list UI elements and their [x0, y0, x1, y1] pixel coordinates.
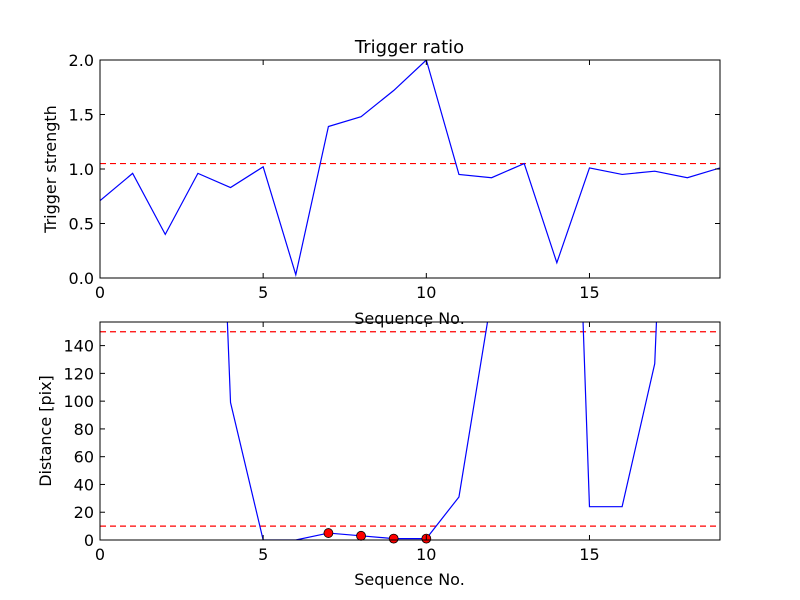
x-tick-label: 0: [95, 283, 105, 302]
plot-content: [100, 60, 720, 278]
y-tick-label: 1.0: [69, 160, 94, 179]
x-tick-label: 10: [416, 283, 436, 302]
plot-area-top: 0 5 10 15 0.0 0.5 1.0 1.5 2.0: [69, 51, 721, 302]
y-tick-label: 120: [63, 364, 94, 383]
y-tick-label: 0: [84, 531, 94, 550]
data-marker: [323, 528, 334, 538]
y-tick-label: 140: [63, 337, 94, 356]
subplot-distance: 0 5 10 15 0 20 40 60 80 100 120 140 Sequence No. Di…: [36, 321, 721, 589]
y-axis-label-top: Trigger strength: [41, 105, 60, 234]
x-tick-label: 5: [258, 545, 268, 564]
y-tick-label: 60: [74, 448, 94, 467]
data-marker: [356, 530, 366, 541]
series-line: [100, 60, 720, 278]
x-axis-label-bottom: Sequence No.: [354, 570, 465, 589]
y-tick-label: 0.5: [69, 215, 94, 234]
x-tick-label: 0: [95, 545, 105, 564]
y-axis-label-bottom: Distance [pix]: [36, 375, 55, 487]
y-tick-label: 80: [74, 420, 94, 439]
y-tick-label: 100: [63, 392, 94, 411]
subplot-trigger-ratio: Trigger ratio 0 5 10 15 0.0 0.5 1.0 1.5 2.0 Sequ…: [41, 37, 721, 328]
y-tick-label: 2.0: [69, 51, 94, 70]
x-tick-label: 5: [258, 283, 268, 302]
plot-content: [100, 322, 720, 540]
plot-area-bottom: 0 5 10 15 0 20 40 60 80 100 120 140: [63, 321, 721, 564]
series-line: [226, 322, 658, 540]
data-marker: [388, 533, 399, 544]
x-axis-label-top: Sequence No.: [354, 309, 465, 328]
x-tick-label: 15: [579, 545, 599, 564]
y-tick-label: 40: [74, 475, 94, 494]
axes-frame: [99, 321, 721, 541]
x-tick-label: 10: [416, 545, 436, 564]
y-tick-label: 0.0: [69, 269, 94, 288]
chart-title: Trigger ratio: [354, 37, 464, 58]
x-tick-label: 15: [579, 283, 599, 302]
y-tick-label: 20: [74, 503, 94, 522]
y-tick-label: 1.5: [69, 106, 94, 125]
